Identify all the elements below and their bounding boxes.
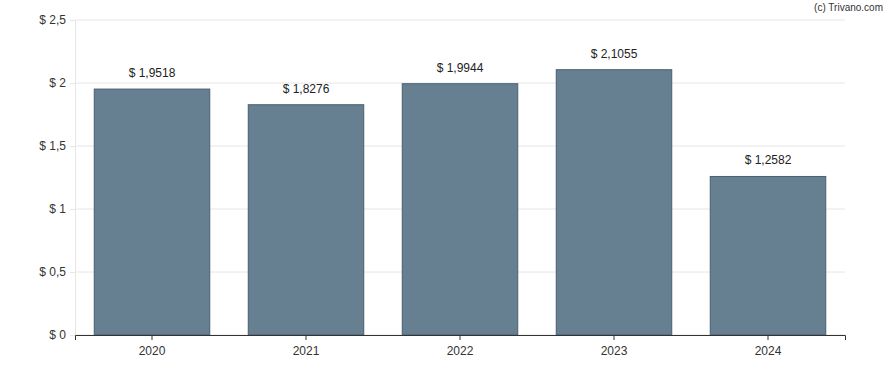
x-tick-mark [614,335,615,340]
y-axis-line [70,21,76,336]
y-tick-label: $ 0,5 [39,265,66,279]
x-tick-label: 2021 [293,344,320,358]
x-tick: 2024 [755,335,782,358]
x-axis: 2020 2021 2022 2023 2024 [76,335,846,358]
x-tick-mark [460,335,461,340]
data-label: $ 1,2582 [745,153,792,167]
y-tick-mark [70,83,75,84]
y-tick-label: $ 1 [49,202,66,216]
bars [94,70,826,335]
x-axis-line [76,336,846,341]
y-tick: $ 2,5 [39,13,75,27]
x-tick: 2023 [601,335,628,358]
y-tick: $ 0 [49,328,75,342]
y-tick: $ 2 [49,76,75,90]
data-label: $ 1,9518 [129,66,176,80]
y-tick-label: $ 0 [49,328,66,342]
data-label: $ 1,8276 [283,82,330,96]
y-tick-mark [70,272,75,273]
chart: $ 0 $ 0,5 $ 1 $ 1,5 $ 2 $ 2,5 2020 2021 2022 2023… [0,0,888,370]
y-tick-mark [70,146,75,147]
x-tick-mark [152,335,153,340]
x-tick-mark [306,335,307,340]
x-tick: 2020 [139,335,166,358]
plot-area: $ 0 $ 0,5 $ 1 $ 1,5 $ 2 $ 2,5 2020 2021 2022 2023… [39,13,845,357]
y-tick: $ 1 [49,202,75,216]
x-tick-label: 2022 [447,344,474,358]
data-label: $ 1,9944 [437,61,484,75]
y-tick-mark [70,20,75,21]
y-tick-label: $ 1,5 [39,139,66,153]
y-tick-mark [70,209,75,210]
y-tick-label: $ 2,5 [39,13,66,27]
y-tick-label: $ 2 [49,76,66,90]
x-tick-label: 2024 [755,344,782,358]
x-tick-mark [768,335,769,340]
bar [248,105,364,335]
y-tick: $ 0,5 [39,265,75,279]
bar [94,89,210,335]
grid-line [75,20,845,21]
y-tick-mark [70,335,75,336]
y-axis: $ 0 $ 0,5 $ 1 $ 1,5 $ 2 $ 2,5 [39,13,75,342]
annotation: (c) Trivano.com [814,2,883,13]
x-tick-label: 2023 [601,344,628,358]
x-tick: 2021 [293,335,320,358]
y-tick: $ 1,5 [39,139,75,153]
bar [402,84,518,335]
x-tick: 2022 [447,335,474,358]
data-label: $ 2,1055 [591,47,638,61]
x-tick-label: 2020 [139,344,166,358]
bar [710,176,826,335]
grid [75,20,845,335]
data-labels: $ 1,9518 $ 1,8276 $ 1,9944 $ 2,1055 $ 1,2582 [129,47,792,168]
bar [556,70,672,335]
